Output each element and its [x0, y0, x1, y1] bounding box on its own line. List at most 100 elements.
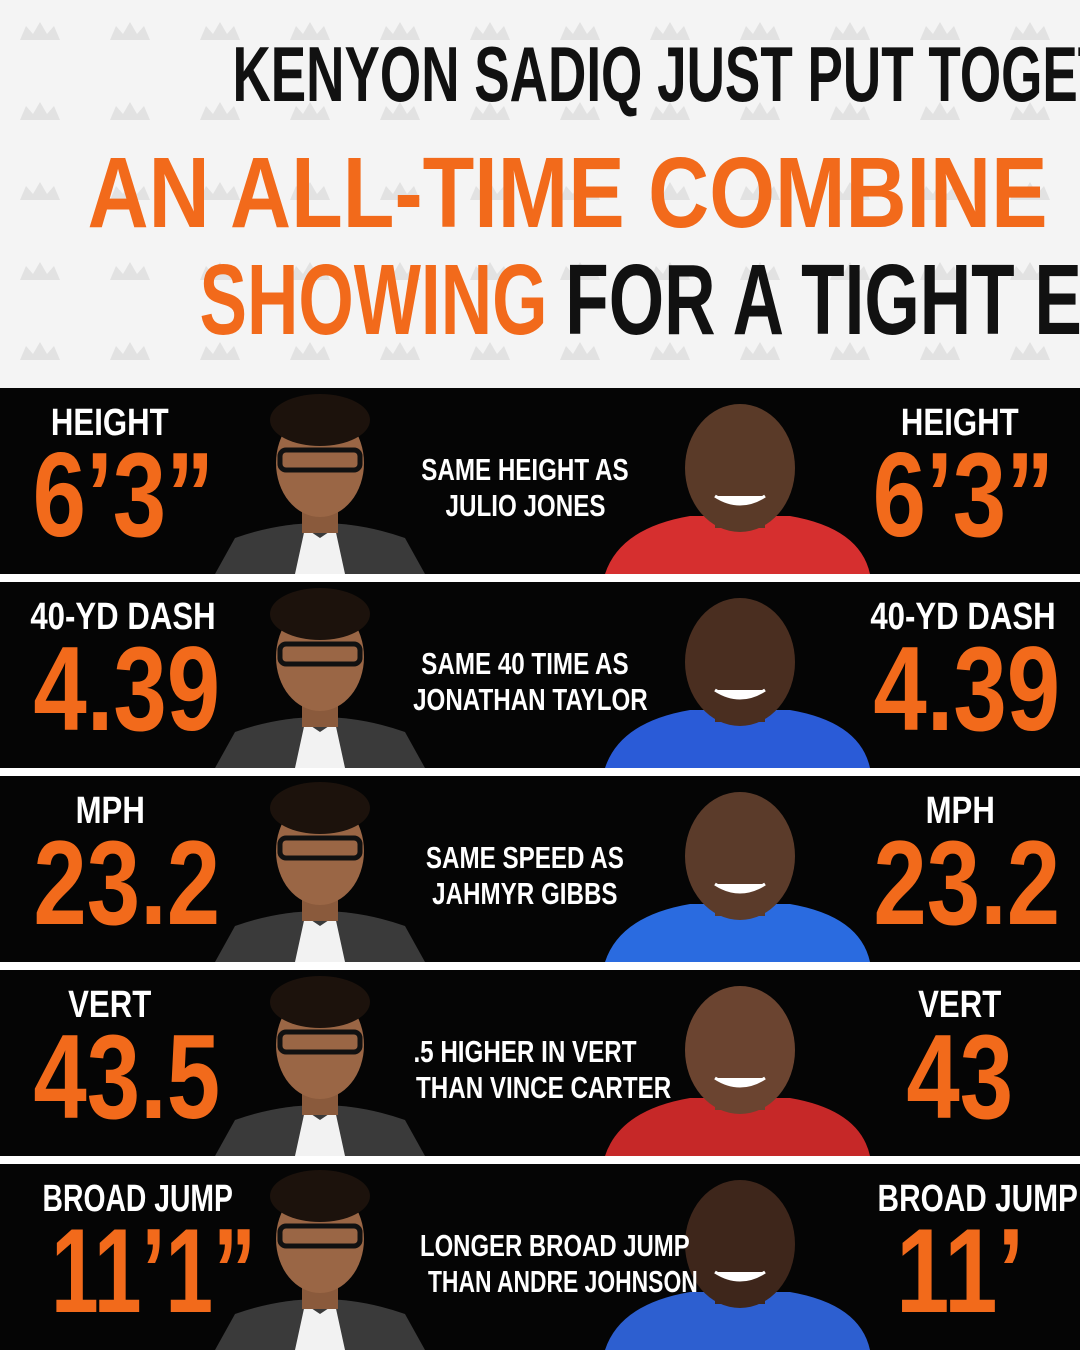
left-player-shirt	[295, 528, 345, 574]
comparison-line: THAN ANDRE JOHNSON	[427, 1264, 698, 1299]
comparison-line-wrap: THAN ANDRE JOHNSON	[380, 1264, 698, 1300]
comparison-line-wrap: LONGER BROAD JUMP	[380, 1228, 690, 1264]
right-player-head	[685, 404, 795, 532]
right-label: HEIGHT	[850, 402, 1070, 445]
right-label: BROAD JUMP	[850, 1178, 1078, 1221]
right-player-shirt	[605, 1292, 870, 1350]
left-label: 40-YD DASH	[10, 596, 215, 639]
right-value: 4.39	[850, 624, 1070, 754]
comparison-line: LONGER BROAD JUMP	[419, 1228, 690, 1263]
photos	[215, 394, 870, 574]
right-label-text: 40-YD DASH	[870, 596, 1056, 638]
right-label-text: HEIGHT	[901, 402, 1019, 444]
title-text: FOR A TIGHT END	[565, 244, 1080, 356]
right-player-shirt	[605, 516, 870, 574]
left-value: 4.39	[10, 624, 230, 754]
left-label-text: BROAD JUMP	[42, 1178, 233, 1220]
right-value-text: 11’	[895, 1204, 1025, 1338]
comparison-line-wrap: JAHMYR GIBBS	[380, 876, 670, 912]
left-player-shirt	[295, 1304, 345, 1350]
left-player-shirt	[295, 722, 345, 768]
title-line-inner: AN ALL-TIME COMBINE	[88, 138, 1048, 248]
comparison: SAME 40 TIME AS JONATHAN TAYLOR	[380, 646, 670, 718]
photos	[215, 782, 870, 962]
left-value-text: 43.5	[33, 1010, 221, 1144]
comparison: SAME SPEED AS JAHMYR GIBBS	[380, 840, 670, 912]
stat-row: VERT 43.5.5 HIGHER IN VERT THAN VINCE CART…	[0, 970, 1080, 1156]
comparison-line: SAME SPEED AS	[426, 840, 624, 875]
right-value-text: 43	[906, 1010, 1014, 1144]
left-player-glasses	[277, 1223, 363, 1249]
comparison-line-wrap: THAN VINCE CARTER	[380, 1070, 672, 1106]
right-player-smile	[714, 1270, 766, 1282]
right-label: 40-YD DASH	[850, 596, 1070, 639]
right-player-head	[685, 986, 795, 1114]
left-value: 6’3”	[10, 430, 230, 560]
right-label-text: BROAD JUMP	[877, 1178, 1078, 1220]
right-value-text: 6’3”	[872, 428, 1055, 562]
comparison-line: JAHMYR GIBBS	[432, 876, 618, 911]
comparison-line-wrap: JULIO JONES	[380, 488, 670, 524]
right-player-smile	[714, 494, 766, 506]
stat-row: MPH 23.2 SAME SPEED AS JAHMYR GIBBS MPH 23.2	[0, 776, 1080, 962]
left-player-glasses	[277, 641, 363, 667]
comparison-line-wrap: SAME HEIGHT AS	[380, 452, 670, 488]
left-value: 23.2	[10, 818, 230, 948]
comparison-line: THAN VINCE CARTER	[415, 1070, 672, 1105]
left-player-hair	[270, 1170, 370, 1222]
title-line: KENYON SADIQ JUST PUT TOGETHER	[0, 30, 1080, 118]
comparison-line-wrap: SAME 40 TIME AS	[380, 646, 670, 682]
comparison-line: SAME HEIGHT AS	[421, 452, 629, 487]
left-label-text: MPH	[75, 790, 145, 832]
left-value-text: 11’1”	[50, 1204, 256, 1338]
left-value: 43.5	[10, 1012, 230, 1142]
right-player-shirt	[605, 904, 870, 962]
right-player-smile	[714, 882, 766, 894]
left-label-text: 40-YD DASH	[30, 596, 216, 638]
left-player-glasses	[277, 835, 363, 861]
comparison-line: SAME 40 TIME AS	[421, 646, 629, 681]
left-player-hair	[270, 782, 370, 834]
right-player-head	[685, 1180, 795, 1308]
left-label: VERT	[10, 984, 210, 1027]
left-value-text: 4.39	[33, 622, 221, 756]
left-value-text: 6’3”	[32, 428, 215, 562]
right-player-smile	[714, 1076, 766, 1088]
stat-row: BROAD JUMP 11’1” LONGER BROAD JUMP THAN AND…	[0, 1164, 1080, 1350]
photos	[215, 588, 870, 768]
right-player-shirt	[605, 1098, 870, 1156]
comparison: LONGER BROAD JUMP THAN ANDRE JOHNSON	[380, 1228, 698, 1300]
left-player-hair	[270, 588, 370, 640]
right-value-text: 23.2	[873, 816, 1061, 950]
left-label-text: HEIGHT	[51, 402, 169, 444]
left-player-hair	[270, 976, 370, 1028]
right-value-text: 4.39	[873, 622, 1061, 756]
comparison: SAME HEIGHT AS JULIO JONES	[380, 452, 670, 524]
right-player-head	[685, 792, 795, 920]
comparison-line-wrap: .5 HIGHER IN VERT	[380, 1034, 670, 1070]
comparison-line: JULIO JONES	[445, 488, 605, 523]
right-label: VERT	[850, 984, 1070, 1027]
title-text: KENYON SADIQ JUST PUT TOGETHER	[232, 30, 1080, 118]
left-label-text: VERT	[68, 984, 152, 1026]
left-player-shirt	[295, 916, 345, 962]
right-value: 6’3”	[850, 430, 1070, 560]
left-value-text: 23.2	[33, 816, 221, 950]
left-player-shirt	[295, 1110, 345, 1156]
photos	[215, 1170, 870, 1350]
right-label: MPH	[850, 790, 1070, 833]
stat-row: 40-YD DASH 4.39 SAME 40 TIME AS JONATHAN TA…	[0, 582, 1080, 768]
right-player-smile	[714, 688, 766, 700]
stat-row: HEIGHT 6’3” SAME HEIGHT AS JULIO JONES HEIGH…	[0, 388, 1080, 574]
right-player-shirt	[605, 710, 870, 768]
left-label: MPH	[10, 790, 210, 833]
header: KENYON SADIQ JUST PUT TOGETHER AN ALL-TIM…	[0, 0, 1080, 388]
left-player-glasses	[277, 1029, 363, 1055]
title-line-inner: KENYON SADIQ JUST PUT TOGETHER	[232, 30, 1080, 118]
right-value: 43	[850, 1012, 1070, 1142]
left-player-glasses	[277, 447, 363, 473]
left-label: HEIGHT	[10, 402, 210, 445]
